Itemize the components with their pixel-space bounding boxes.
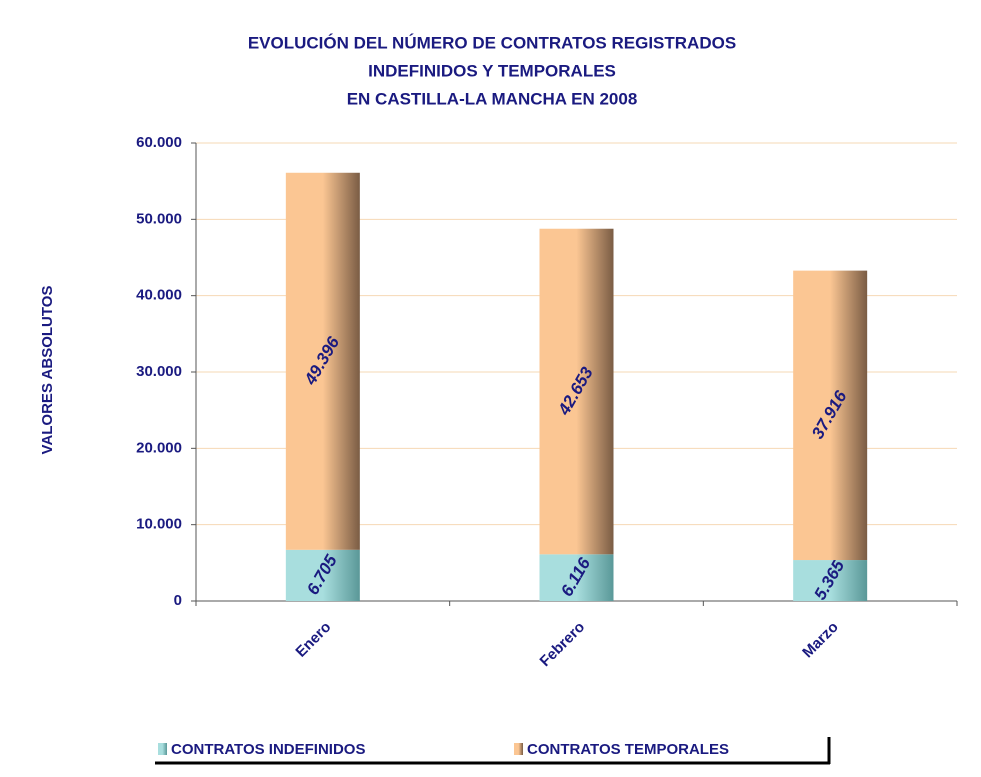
chart-title: EVOLUCIÓN DEL NÚMERO DE CONTRATOS REGIST… [248,33,736,52]
x-tick-label: Febrero [537,619,589,671]
y-tick-label: 60.000 [136,134,182,151]
legend-swatch [514,743,523,755]
bar-segment [793,560,868,601]
bar-segment [539,228,614,555]
legend-swatch [158,743,167,755]
y-tick-label: 10.000 [136,516,182,533]
legend-label: CONTRATOS TEMPORALES [527,741,729,758]
legend-label: CONTRATOS INDEFINIDOS [171,741,365,758]
y-tick-label: 0 [174,592,182,609]
bar-segment [793,270,868,561]
y-tick-label: 40.000 [136,287,182,304]
y-tick-label: 20.000 [136,439,182,456]
legend-box [155,737,828,762]
x-tick-label: Marzo [799,619,842,662]
y-tick-label: 50.000 [136,210,182,227]
x-tick-label: Enero [292,619,334,661]
bar-segment [285,172,360,550]
y-tick-label: 30.000 [136,363,182,380]
chart-title: INDEFINIDOS Y TEMPORALES [368,61,616,80]
y-axis-title: VALORES ABSOLUTOS [39,286,56,455]
bar-segment [285,549,360,601]
chart-title: EN CASTILLA-LA MANCHA EN 2008 [347,89,638,108]
bar-segment [539,554,614,601]
